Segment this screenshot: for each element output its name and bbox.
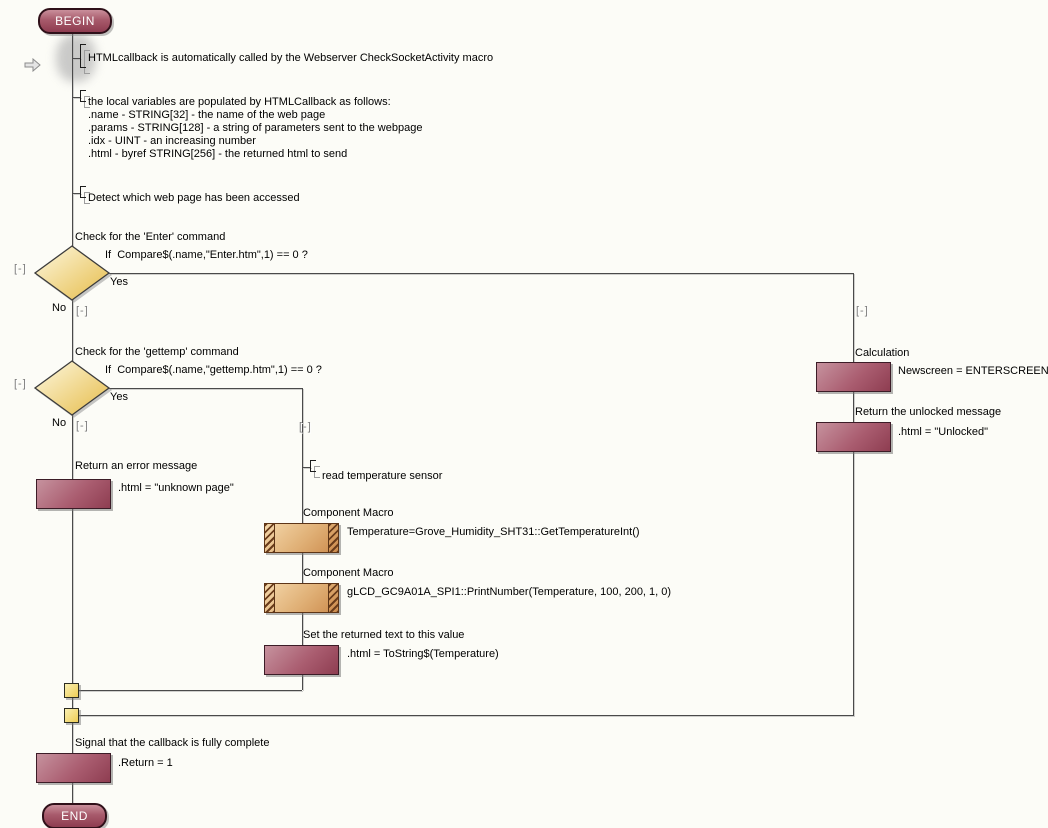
decision-diamond-enter[interactable] [33,244,111,302]
enter-branch-line [853,273,854,716]
branch-yes-label: Yes [110,276,128,288]
comment-icon[interactable] [80,186,94,204]
decision-gettemp-title: Check for the 'gettemp' command [75,346,239,358]
block-set-html-title: Set the returned text to this value [303,629,465,641]
block-macro-glcd-code: gLCD_GC9A01A_SPI1::PrintNumber(Temperatu… [347,586,672,598]
block-unlocked-code: .html = "Unlocked" [898,426,989,438]
comment-locals-line: .params - STRING[128] - a string of para… [88,122,423,134]
collapse-toggle[interactable]: [-] [14,263,27,275]
component-macro-box-temp[interactable] [264,523,339,553]
junction-connector[interactable] [64,708,79,723]
current-position-arrow-icon [24,58,41,72]
decision-diamond-gettemp[interactable] [33,359,111,417]
junction-connector[interactable] [64,683,79,698]
block-calc-title: Calculation [855,347,910,359]
calculation-box-set-html[interactable] [264,645,339,675]
comment-locals-line: the local variables are populated by HTM… [88,96,391,108]
comment-locals-line: .idx - UINT - an increasing number [88,135,256,147]
decision-enter-condition: If Compare$(.name,"Enter.htm",1) == 0 ? [105,249,308,261]
main-trunk-line [72,30,73,803]
collapse-toggle[interactable]: [-] [856,305,869,317]
block-macro-temp-title: Component Macro [303,507,394,519]
block-macro-temp-code: Temperature=Grove_Humidity_SHT31::GetTem… [347,526,640,538]
block-set-html-code: .html = ToString$(Temperature) [347,648,499,660]
end-terminal[interactable]: END [42,803,107,828]
decision-gettemp-condition: If Compare$(.name,"gettemp.htm",1) == 0 … [105,364,322,376]
comment-tick-3 [73,193,81,194]
collapse-toggle[interactable]: [-] [76,305,89,317]
comment-tick-2 [73,97,81,98]
branch-no-label: No [52,302,67,314]
comment-locals-line: .html - byref STRING[256] - the returned… [88,148,348,160]
collapse-toggle[interactable]: [-] [14,378,27,390]
block-signal-title: Signal that the callback is fully comple… [75,737,270,749]
calculation-box-return[interactable] [36,753,111,783]
comment-tick-4 [303,467,311,468]
end-label: END [61,809,88,823]
enter-yes-line [109,273,853,274]
comment-icon[interactable] [310,460,324,478]
component-macro-box-glcd[interactable] [264,583,339,613]
comment-locals-line: .name - STRING[32] - the name of the web… [88,109,326,121]
block-error-code: .html = "unknown page" [118,482,234,494]
comment-callback: HTMLcallback is automatically called by … [88,52,494,64]
collapse-toggle[interactable]: [-] [299,421,312,433]
calculation-box-newscreen[interactable] [816,362,891,392]
branch-yes-label: Yes [110,391,128,403]
comment-icon[interactable] [80,90,94,108]
collapse-toggle[interactable]: [-] [76,420,89,432]
decision-enter-title: Check for the 'Enter' command [75,231,226,243]
calculation-box-error[interactable] [36,479,111,509]
block-signal-code: .Return = 1 [118,757,173,769]
block-calc-code: Newscreen = ENTERSCREEN [898,365,1048,377]
comment-read-sensor: read temperature sensor [322,470,443,482]
comment-icon[interactable] [80,44,94,74]
comment-detect: Detect which web page has been accessed [88,192,300,204]
join-line-1 [78,690,302,691]
gettemp-yes-line [109,388,302,389]
block-macro-glcd-title: Component Macro [303,567,394,579]
begin-label: BEGIN [55,14,95,28]
block-unlocked-title: Return the unlocked message [855,406,1002,418]
block-error-title: Return an error message [75,460,198,472]
branch-no-label: No [52,417,67,429]
calculation-box-unlocked[interactable] [816,422,891,452]
comment-tick-1 [73,58,81,59]
begin-terminal[interactable]: BEGIN [38,8,112,34]
join-line-2 [78,715,853,716]
